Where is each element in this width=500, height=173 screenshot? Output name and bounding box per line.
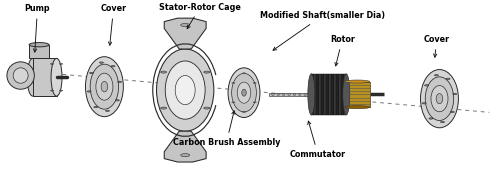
Ellipse shape [29, 43, 49, 47]
Ellipse shape [90, 72, 94, 74]
Ellipse shape [446, 78, 450, 79]
Ellipse shape [288, 93, 290, 95]
Ellipse shape [180, 154, 190, 157]
Ellipse shape [87, 91, 91, 92]
Ellipse shape [440, 121, 444, 123]
Ellipse shape [242, 89, 246, 96]
Polygon shape [336, 74, 339, 115]
Ellipse shape [86, 57, 124, 117]
Polygon shape [329, 74, 332, 115]
Ellipse shape [175, 76, 195, 105]
Ellipse shape [232, 73, 256, 112]
Ellipse shape [232, 83, 234, 84]
Ellipse shape [60, 63, 62, 64]
Polygon shape [344, 74, 346, 115]
Polygon shape [332, 74, 334, 115]
Polygon shape [324, 74, 326, 115]
Ellipse shape [118, 81, 122, 83]
Text: Stator-Rotor Cage: Stator-Rotor Cage [160, 3, 241, 29]
Ellipse shape [228, 68, 260, 117]
Polygon shape [344, 81, 370, 107]
Polygon shape [316, 74, 319, 115]
Ellipse shape [282, 93, 285, 95]
Ellipse shape [422, 103, 426, 104]
Ellipse shape [7, 62, 34, 89]
Ellipse shape [50, 90, 53, 91]
Polygon shape [334, 74, 336, 115]
Ellipse shape [344, 80, 370, 83]
Ellipse shape [232, 102, 234, 103]
Ellipse shape [111, 66, 115, 67]
Ellipse shape [420, 70, 459, 128]
Ellipse shape [429, 118, 433, 119]
Text: Rotor: Rotor [330, 35, 354, 66]
Ellipse shape [434, 75, 438, 76]
Ellipse shape [204, 71, 210, 73]
Text: Commutator: Commutator [290, 121, 346, 159]
Ellipse shape [450, 111, 454, 113]
Ellipse shape [165, 61, 205, 119]
Ellipse shape [436, 94, 443, 104]
Polygon shape [29, 45, 49, 58]
Ellipse shape [237, 82, 251, 103]
Ellipse shape [242, 73, 246, 74]
Ellipse shape [242, 112, 246, 113]
Polygon shape [269, 93, 368, 96]
Ellipse shape [314, 93, 317, 95]
Polygon shape [312, 74, 314, 115]
Ellipse shape [13, 68, 28, 83]
Ellipse shape [96, 73, 113, 100]
Text: Cover: Cover [424, 35, 450, 57]
Ellipse shape [424, 85, 428, 86]
Polygon shape [341, 74, 344, 115]
Polygon shape [164, 18, 206, 49]
Ellipse shape [344, 106, 370, 109]
Ellipse shape [426, 77, 454, 121]
Ellipse shape [60, 90, 62, 91]
Ellipse shape [156, 49, 214, 131]
Ellipse shape [298, 93, 301, 95]
Text: Cover: Cover [100, 4, 126, 45]
Ellipse shape [94, 106, 98, 108]
Ellipse shape [272, 93, 274, 95]
Polygon shape [319, 74, 322, 115]
Ellipse shape [27, 58, 38, 96]
Ellipse shape [101, 81, 107, 92]
Ellipse shape [116, 100, 119, 101]
Ellipse shape [100, 62, 103, 63]
Ellipse shape [51, 58, 62, 96]
Ellipse shape [50, 63, 53, 64]
Ellipse shape [308, 74, 315, 115]
Ellipse shape [160, 107, 166, 109]
Polygon shape [322, 74, 324, 115]
Ellipse shape [254, 102, 256, 103]
Text: Carbon Brush Assembly: Carbon Brush Assembly [172, 111, 280, 147]
Ellipse shape [160, 71, 166, 73]
Ellipse shape [304, 93, 306, 95]
Ellipse shape [106, 110, 110, 111]
Ellipse shape [277, 93, 280, 95]
Ellipse shape [342, 74, 349, 115]
Polygon shape [164, 131, 206, 162]
Text: Pump: Pump [24, 4, 50, 52]
Text: Modified Shaft(smaller Dia): Modified Shaft(smaller Dia) [260, 11, 385, 50]
Ellipse shape [180, 24, 190, 26]
Ellipse shape [293, 93, 296, 95]
Ellipse shape [254, 83, 256, 84]
Ellipse shape [431, 86, 448, 112]
Ellipse shape [452, 93, 456, 95]
Ellipse shape [204, 107, 210, 109]
Polygon shape [339, 74, 341, 115]
Ellipse shape [320, 93, 322, 95]
Polygon shape [314, 74, 316, 115]
Ellipse shape [90, 64, 118, 109]
Polygon shape [326, 74, 329, 115]
Ellipse shape [310, 93, 312, 95]
Polygon shape [32, 58, 56, 96]
